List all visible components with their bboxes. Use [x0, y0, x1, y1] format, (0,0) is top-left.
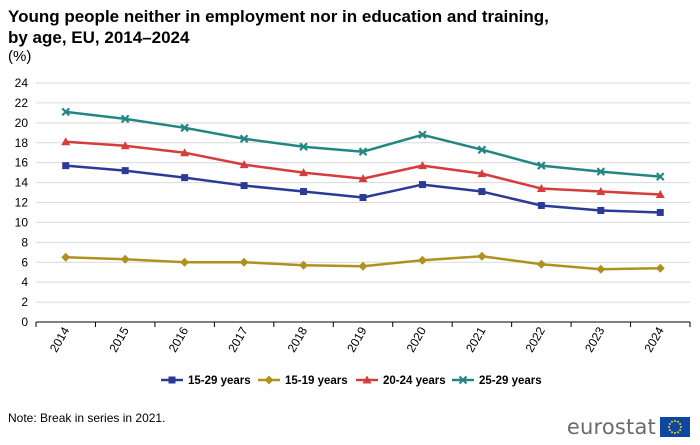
legend-label: 20-24 years: [383, 375, 446, 387]
x-axis-tick-labels: 2014 2015 2016 2017 2018 2019 2020 2021 2022 2023…: [47, 324, 667, 354]
data-point: [239, 257, 249, 267]
data-point: [597, 206, 605, 214]
data-point: [120, 141, 130, 150]
legend: 15-29 years 15-19 years 20-24 years 25-29 y…: [161, 375, 542, 387]
series-15-29-years: [62, 162, 664, 216]
logo-text: eurostat: [566, 415, 656, 439]
data-point: [536, 184, 546, 193]
data-point: [121, 167, 129, 175]
data-point: [299, 142, 308, 152]
data-point: [537, 201, 545, 209]
legend-label: 25-29 years: [479, 375, 542, 387]
legend-marker: [168, 376, 176, 384]
data-point: [299, 260, 309, 270]
data-point: [62, 162, 70, 170]
legend-label: 15-29 years: [188, 375, 251, 387]
y-tick-label: 22: [15, 96, 29, 110]
series-group: [61, 107, 665, 274]
unit-label: (%): [8, 48, 32, 65]
data-point: [655, 172, 665, 181]
x-tick-label: 2022: [522, 324, 548, 354]
data-point: [656, 208, 664, 216]
chart-title: Young people neither in employment nor i…: [8, 7, 549, 47]
legend-item: 20-24 years: [356, 375, 446, 387]
data-point: [596, 264, 606, 274]
y-tick-label: 8: [21, 235, 28, 249]
data-point: [537, 161, 546, 170]
y-tick-label: 20: [15, 116, 29, 130]
legend-item: 15-19 years: [258, 375, 348, 387]
legend-item: 25-29 years: [452, 375, 542, 387]
data-point: [477, 145, 487, 154]
y-tick-label: 6: [21, 255, 28, 269]
x-tick-label: 2018: [285, 324, 311, 354]
data-point: [181, 174, 189, 182]
x-tick-label: 2020: [404, 324, 430, 354]
y-tick-label: 12: [15, 196, 29, 210]
y-tick-label: 18: [15, 136, 29, 150]
y-tick-label: 14: [15, 176, 29, 190]
footnote: Note: Break in series in 2021.: [8, 411, 166, 425]
legend-label: 15-19 years: [285, 375, 348, 387]
legend-marker: [362, 375, 372, 384]
axes: [35, 321, 691, 327]
data-point: [418, 181, 426, 189]
legend-marker: [458, 375, 468, 385]
series-25-29-years: [61, 107, 665, 181]
x-tick-label: 2017: [225, 324, 251, 354]
series-line: [65, 110, 661, 178]
data-point: [300, 188, 308, 196]
data-point: [358, 147, 368, 156]
x-tick-label: 2015: [106, 324, 132, 354]
data-point: [61, 137, 71, 146]
y-tick-label: 24: [15, 76, 29, 90]
data-point: [61, 252, 71, 262]
data-point: [239, 134, 249, 144]
x-tick-label: 2016: [166, 324, 192, 354]
data-point: [596, 167, 606, 176]
x-tick-label: 2024: [641, 324, 667, 354]
data-point: [180, 123, 189, 133]
data-point: [120, 114, 130, 124]
data-point: [61, 107, 71, 117]
x-tick-label: 2021: [463, 324, 489, 354]
legend-marker: [264, 375, 274, 385]
eu-flag-icon: [660, 417, 690, 437]
data-point: [478, 188, 486, 196]
data-point: [536, 259, 546, 269]
data-point: [417, 161, 427, 170]
data-point: [655, 263, 665, 273]
series-20-24-years: [61, 137, 665, 199]
data-point: [358, 261, 368, 271]
legend-item: 15-29 years: [161, 375, 251, 387]
y-tick-label: 4: [21, 275, 28, 289]
data-point: [477, 169, 487, 178]
data-point: [418, 130, 427, 140]
data-point: [120, 254, 130, 264]
data-point: [299, 168, 309, 177]
data-point: [477, 251, 487, 261]
gridlines: [36, 82, 690, 323]
x-tick-label: 2014: [47, 324, 73, 354]
y-tick-label: 10: [15, 215, 29, 229]
data-point: [240, 182, 248, 190]
data-point: [180, 148, 190, 157]
data-point: [417, 255, 427, 265]
data-point: [596, 187, 606, 196]
data-point: [359, 194, 367, 202]
data-point: [239, 160, 249, 169]
x-tick-label: 2023: [582, 324, 608, 354]
series-15-19-years: [61, 251, 665, 274]
eurostat-logo: eurostat: [567, 413, 690, 441]
y-tick-label: 16: [15, 156, 29, 170]
y-tick-label: 0: [21, 315, 28, 329]
x-tick-label: 2019: [344, 324, 370, 354]
data-point: [180, 257, 190, 267]
data-point: [358, 174, 368, 183]
y-tick-label: 2: [21, 295, 28, 309]
data-point: [655, 190, 665, 199]
